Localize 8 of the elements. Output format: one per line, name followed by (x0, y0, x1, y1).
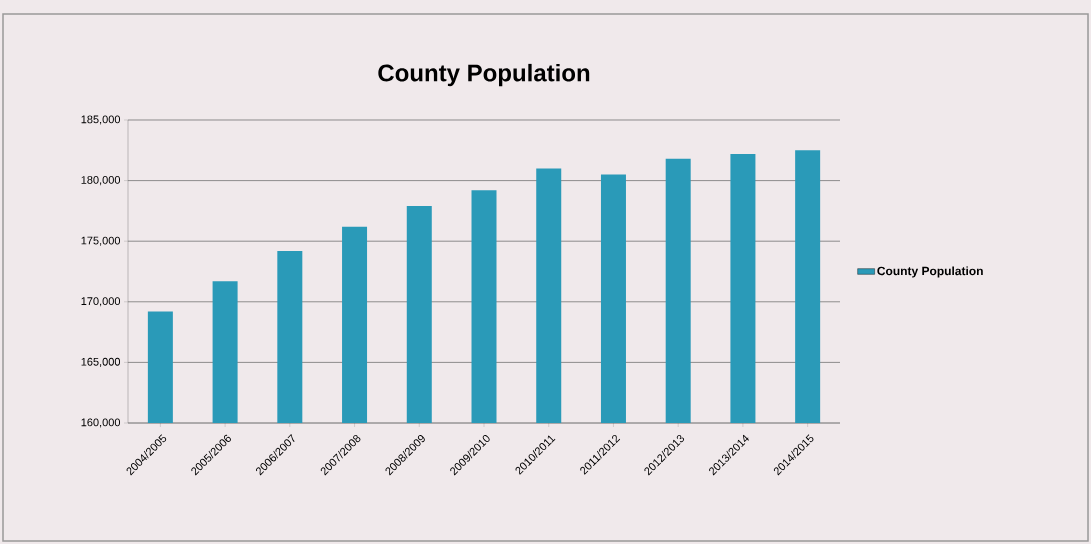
legend-label: County Population (877, 266, 983, 278)
y-tick-label: 180,000 (81, 176, 121, 186)
y-tick-label: 165,000 (81, 357, 121, 367)
y-tick-label: 170,000 (81, 297, 121, 307)
y-tick-label: 175,000 (81, 236, 121, 246)
chart-title: County Population (378, 63, 590, 87)
y-tick-label: 185,000 (81, 115, 121, 125)
y-tick-label: 160,000 (81, 418, 121, 428)
